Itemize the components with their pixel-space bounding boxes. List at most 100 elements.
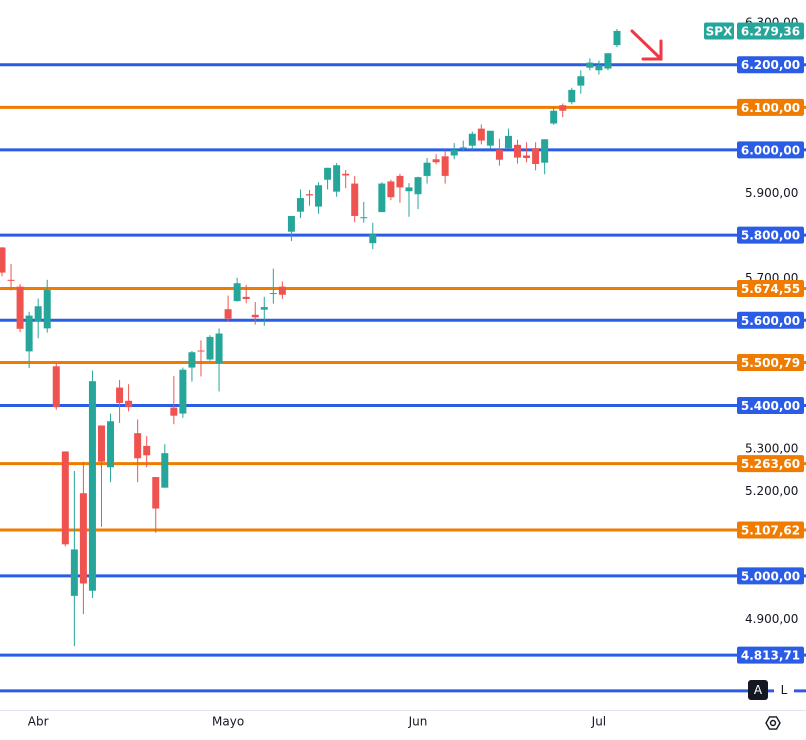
candle-body bbox=[197, 350, 205, 352]
candle-body bbox=[315, 185, 323, 207]
candle-body bbox=[360, 217, 368, 219]
candle-body bbox=[586, 62, 594, 68]
level-badge bbox=[737, 396, 804, 414]
candle-body bbox=[378, 183, 386, 213]
candle-body bbox=[495, 149, 503, 160]
candle-body bbox=[233, 283, 241, 302]
candle-body bbox=[25, 315, 33, 352]
candle-body bbox=[70, 549, 78, 596]
candle-body bbox=[532, 148, 540, 164]
candle-body bbox=[568, 89, 576, 103]
candle-body bbox=[351, 183, 359, 216]
level-badge-label: 5.800,00 bbox=[741, 229, 800, 243]
candle-body bbox=[342, 173, 350, 176]
candle-body bbox=[306, 194, 313, 196]
candle-body bbox=[206, 336, 214, 360]
candle-body bbox=[52, 366, 60, 408]
candle-body bbox=[514, 144, 522, 158]
candle-body bbox=[79, 493, 87, 584]
candle-body bbox=[296, 198, 304, 212]
candle-body bbox=[414, 177, 422, 195]
x-tick-label: Jul bbox=[591, 715, 606, 729]
candle-body bbox=[523, 155, 531, 159]
level-badge bbox=[737, 98, 804, 116]
candle-body bbox=[550, 110, 558, 124]
candle-body bbox=[61, 451, 69, 545]
level-badge-label: 4.813,71 bbox=[741, 649, 800, 663]
y-tick-label: 4.900,00 bbox=[745, 612, 798, 626]
level-badge-label: 5.263,60 bbox=[741, 457, 800, 471]
auto-label[interactable]: A bbox=[754, 683, 763, 697]
level-badge bbox=[737, 311, 804, 329]
candle-body bbox=[595, 65, 603, 71]
level-badge bbox=[737, 280, 804, 298]
y-tick-label: 5.300,00 bbox=[745, 442, 798, 456]
plot-area: 6.300,005.900,005.700,005.300,005.200,00… bbox=[0, 16, 806, 729]
candle-body bbox=[432, 159, 440, 163]
candle-body bbox=[0, 247, 6, 273]
level-badge-label: 5.500,79 bbox=[741, 356, 800, 370]
level-badge bbox=[737, 567, 804, 585]
candle-body bbox=[260, 307, 268, 310]
candle-body bbox=[107, 421, 115, 468]
candle-body bbox=[559, 105, 567, 111]
candle-body bbox=[541, 139, 549, 163]
last-price-badge bbox=[737, 22, 804, 40]
level-badge-label: 5.400,00 bbox=[741, 399, 800, 413]
level-badge-label: 6.100,00 bbox=[741, 101, 800, 115]
x-tick-label: Mayo bbox=[212, 715, 244, 729]
level-badge-label: 6.000,00 bbox=[741, 143, 800, 157]
level-badge bbox=[737, 354, 804, 372]
candle-body bbox=[468, 133, 476, 146]
candle-body bbox=[287, 215, 295, 232]
candle-body bbox=[143, 445, 151, 456]
candle-body bbox=[116, 387, 124, 403]
auto-button[interactable]: A bbox=[748, 680, 768, 700]
candle-body bbox=[459, 147, 467, 149]
x-tick-label: Jun bbox=[408, 715, 428, 729]
symbol-label: SPX bbox=[706, 24, 733, 38]
candle-body bbox=[324, 167, 332, 180]
log-label[interactable]: L bbox=[781, 683, 788, 697]
level-badge bbox=[737, 521, 804, 539]
candle-body bbox=[251, 314, 259, 318]
log-button[interactable]: L bbox=[774, 680, 794, 700]
candle-body bbox=[224, 309, 232, 319]
candle-body bbox=[369, 234, 377, 244]
candle-body bbox=[450, 149, 458, 156]
last-price-label: 6.279,36 bbox=[741, 24, 800, 38]
candle-body bbox=[486, 130, 494, 146]
candle-body bbox=[88, 381, 96, 591]
candle-body bbox=[242, 296, 250, 299]
level-badge bbox=[737, 646, 804, 664]
candle-body bbox=[161, 453, 169, 488]
settings-icon[interactable] bbox=[765, 716, 781, 730]
level-badge bbox=[737, 56, 804, 74]
level-badge-label: 5.674,55 bbox=[741, 282, 800, 296]
candle-body bbox=[396, 175, 404, 188]
level-badge-label: 5.107,62 bbox=[741, 523, 800, 537]
candle-body bbox=[215, 333, 223, 364]
candle-body bbox=[188, 352, 196, 368]
candle-body bbox=[179, 369, 187, 414]
candle-body bbox=[269, 293, 277, 295]
y-tick-label: 5.900,00 bbox=[745, 186, 798, 200]
candle-body bbox=[441, 156, 449, 176]
candle-body bbox=[134, 433, 142, 459]
candle-body bbox=[604, 53, 612, 69]
symbol-badge bbox=[704, 22, 734, 40]
level-badge bbox=[737, 226, 804, 244]
x-tick-label: Abr bbox=[28, 715, 49, 729]
candle-body bbox=[405, 187, 413, 192]
candle-body bbox=[577, 76, 585, 86]
candle-body bbox=[152, 477, 160, 509]
level-badge bbox=[737, 141, 804, 159]
candle-body bbox=[170, 407, 178, 416]
candle-body bbox=[613, 30, 621, 46]
y-tick-label: 5.200,00 bbox=[745, 484, 798, 498]
candle-body bbox=[16, 286, 24, 329]
arrow-annotation bbox=[630, 29, 663, 61]
level-badge-label: 5.000,00 bbox=[741, 569, 800, 583]
